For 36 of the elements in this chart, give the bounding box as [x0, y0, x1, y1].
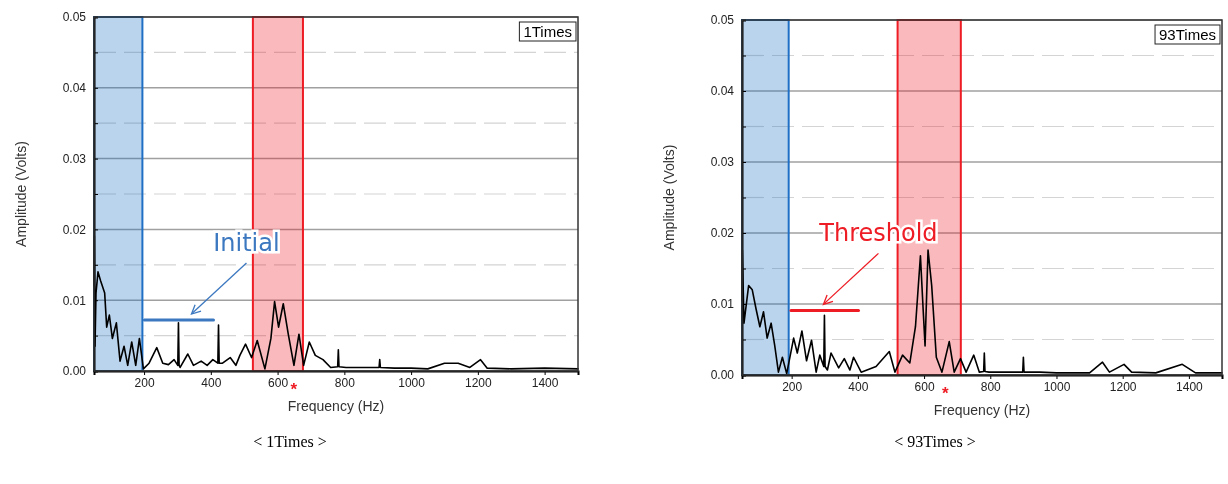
y-tick-label: 0.05 — [62, 10, 87, 25]
y-axis-title: Amplitude (Volts) — [13, 141, 29, 247]
x-tick-label: 600 — [268, 375, 289, 390]
x-tick-label: 1200 — [465, 375, 493, 390]
x-tick-label: 600 — [914, 379, 935, 394]
x-tick-label: 1000 — [1043, 379, 1071, 394]
text: * — [941, 384, 949, 403]
x-tick-label: 400 — [201, 375, 222, 390]
y-tick-label: 0.04 — [62, 81, 87, 96]
text: < 93Times > — [894, 433, 976, 450]
chart-subtitle: 1Times — [523, 23, 572, 40]
x-tick-label: 200 — [782, 379, 803, 394]
y-tick-label: 0.00 — [710, 368, 735, 383]
y-tick-label: 0.03 — [62, 151, 87, 166]
y-tick-label: 0.03 — [710, 155, 735, 170]
x-tick-label: 1400 — [531, 375, 559, 390]
x-tick-label: 800 — [980, 379, 1002, 394]
text: * — [290, 380, 298, 399]
text: < 1Times > — [253, 433, 327, 450]
y-axis-title: Amplitude (Volts) — [661, 144, 677, 251]
x-tick-label: 200 — [134, 375, 155, 390]
x-tick-label: 800 — [334, 375, 356, 390]
y-tick-label: 0.04 — [710, 84, 735, 99]
y-tick-label: 0.05 — [710, 13, 735, 28]
y-tick-label: 0.02 — [62, 222, 87, 237]
x-tick-label: 1400 — [1176, 379, 1204, 394]
y-tick-label: 0.02 — [710, 226, 735, 241]
x-axis-title: Frequency (Hz) — [287, 398, 385, 414]
x-axis-title: Frequency (Hz) — [933, 402, 1031, 418]
y-tick-label: 0.01 — [62, 293, 87, 308]
y-tick-label: 0.01 — [710, 297, 735, 312]
x-tick-label: 1000 — [398, 375, 426, 390]
x-tick-label: 400 — [848, 379, 869, 394]
y-tick-label: 0.00 — [62, 364, 87, 379]
chart-subtitle: 93Times — [1159, 26, 1216, 43]
x-tick-label: 1200 — [1109, 379, 1137, 394]
